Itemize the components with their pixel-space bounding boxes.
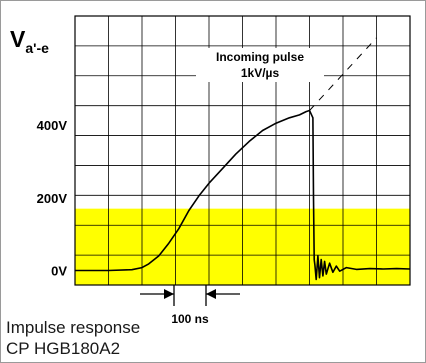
series-layer — [75, 37, 411, 281]
annotation-line1: Incoming pulse — [216, 50, 304, 64]
y-tick-label: 200V — [37, 191, 68, 206]
caption-line1: Impulse response — [6, 318, 141, 337]
y-axis-label: Va'-e — [10, 26, 49, 56]
scale-marker-label: 100 ns — [171, 312, 209, 326]
incoming-pulse-line — [309, 37, 377, 111]
plot-border — [74, 15, 411, 286]
impulse-response-line — [75, 109, 411, 281]
y-tick-labels: 400V 200V 0V — [37, 118, 68, 278]
annotation-box: Incoming pulse 1kV/µs — [196, 48, 324, 82]
scale-marker: 100 ns — [140, 285, 240, 326]
annotation-line2: 1kV/µs — [241, 66, 280, 80]
y-tick-label: 0V — [51, 263, 67, 278]
caption-line2: CP HGB180A2 — [6, 339, 121, 358]
y-tick-label: 400V — [37, 118, 68, 133]
